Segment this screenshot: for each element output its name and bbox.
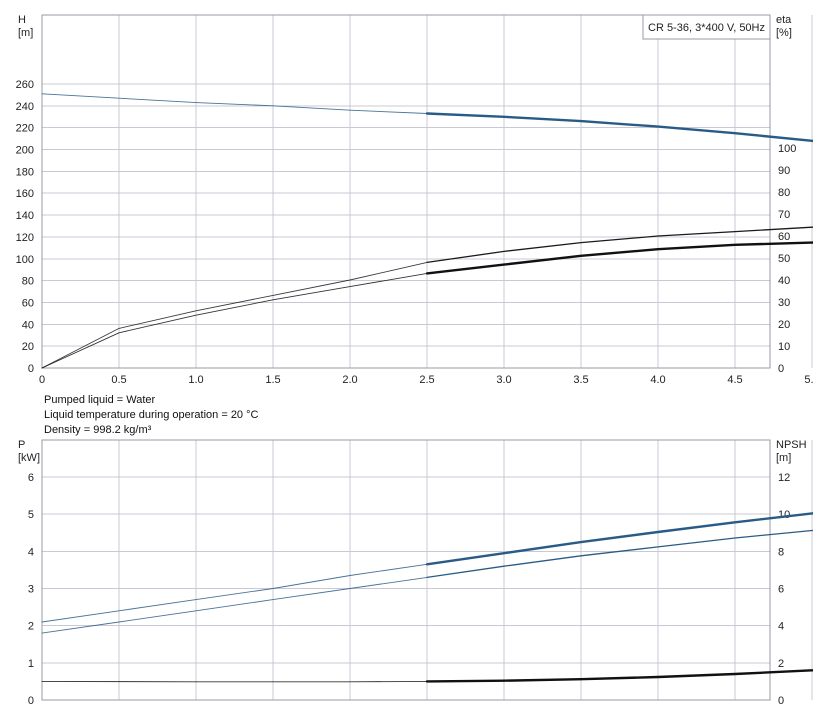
top-left-tick-label: 160 xyxy=(16,188,34,200)
top-left-tick-label: 20 xyxy=(22,341,34,353)
bottom-right-tick-label: 6 xyxy=(778,584,784,596)
top-x-tick-label: 3.0 xyxy=(496,374,511,386)
bottom-right-tick-label: 0 xyxy=(778,695,784,707)
top-left-tick-label: 100 xyxy=(16,254,34,266)
top-right-tick-label: 10 xyxy=(778,341,790,353)
bottom-series-2-line xyxy=(425,669,813,683)
top-x-tick-label: 0 xyxy=(39,374,45,386)
bottom-right-axis-label: NPSH xyxy=(776,439,807,451)
bottom-left-tick-label: 2 xyxy=(28,621,34,633)
top-series-1-line xyxy=(426,226,813,264)
top-right-tick-label: 70 xyxy=(778,209,790,221)
bottom-left-tick-label: 4 xyxy=(28,546,34,558)
top-left-tick-label: 80 xyxy=(22,276,34,288)
top-series-0-extrapolated xyxy=(41,93,428,114)
top-x-tick-label: 5.0 xyxy=(804,374,813,386)
note-liquid-temperature: Liquid temperature during operation = 20… xyxy=(44,409,259,421)
top-right-tick-label: 100 xyxy=(778,143,796,155)
bottom-series-1-line xyxy=(426,529,813,579)
bottom-left-tick-label: 6 xyxy=(28,472,34,484)
top-right-tick-label: 40 xyxy=(778,275,790,287)
bottom-left-tick-label: 0 xyxy=(28,695,34,707)
bottom-right-tick-label: 12 xyxy=(778,472,790,484)
head-efficiency-panel: 0204060801001201401601802002202402600102… xyxy=(16,14,813,386)
bottom-right-tick-label: 4 xyxy=(778,621,784,633)
top-x-tick-label: 2.5 xyxy=(419,374,434,386)
bottom-left-axis-label: P xyxy=(18,439,25,451)
top-series-2-extrapolated xyxy=(41,272,428,369)
top-right-tick-label: 50 xyxy=(778,253,790,265)
top-left-tick-label: 180 xyxy=(16,166,34,178)
bottom-series-0-line xyxy=(425,512,813,566)
top-left-tick-label: 60 xyxy=(22,297,34,309)
note-pumped-liquid: Pumped liquid = Water xyxy=(44,394,156,406)
top-left-axis-unit: [m] xyxy=(18,27,33,39)
top-x-tick-label: 2.0 xyxy=(342,374,357,386)
top-left-tick-label: 120 xyxy=(16,232,34,244)
top-left-tick-label: 200 xyxy=(16,145,34,157)
note-density: Density = 998.2 kg/m³ xyxy=(44,424,152,436)
top-x-tick-label: 4.0 xyxy=(650,374,665,386)
bottom-series-1-extrapolated xyxy=(41,576,428,634)
top-right-tick-label: 0 xyxy=(778,363,784,375)
bottom-right-tick-label: 2 xyxy=(778,658,784,670)
bottom-plot-frame xyxy=(41,439,771,701)
top-series-0-line xyxy=(425,112,813,143)
top-right-axis-unit: [%] xyxy=(776,27,792,39)
top-right-tick-label: 90 xyxy=(778,165,790,177)
top-left-tick-label: 140 xyxy=(16,210,34,222)
chart-title-box xyxy=(642,14,771,40)
top-left-tick-label: 240 xyxy=(16,101,34,113)
top-right-tick-label: 30 xyxy=(778,297,790,309)
bottom-left-tick-label: 1 xyxy=(28,658,34,670)
top-right-tick-label: 80 xyxy=(778,187,790,199)
top-left-tick-label: 220 xyxy=(16,123,34,135)
top-series-2-line xyxy=(425,241,813,275)
top-x-tick-label: 3.5 xyxy=(573,374,588,386)
top-right-tick-label: 20 xyxy=(778,319,790,331)
top-x-tick-label: 4.5 xyxy=(727,374,742,386)
top-right-tick-label: 60 xyxy=(778,231,790,243)
top-x-tick-label: 0.5 xyxy=(111,374,126,386)
bottom-series-0-extrapolated xyxy=(41,563,428,623)
bottom-left-tick-label: 5 xyxy=(28,509,34,521)
top-left-tick-label: 0 xyxy=(28,363,34,375)
bottom-right-tick-label: 8 xyxy=(778,546,784,558)
top-left-tick-label: 40 xyxy=(22,319,34,331)
top-left-axis-label: H xyxy=(18,14,26,26)
top-left-tick-label: 260 xyxy=(16,79,34,91)
top-x-tick-label: 1.0 xyxy=(188,374,203,386)
top-x-tick-label: 1.5 xyxy=(265,374,280,386)
bottom-left-tick-label: 3 xyxy=(28,584,34,596)
bottom-right-axis-unit: [m] xyxy=(776,452,791,464)
top-plot-frame xyxy=(41,14,771,369)
top-series-1-extrapolated xyxy=(41,261,428,369)
bottom-left-axis-unit: [kW] xyxy=(18,452,40,464)
chart-title: CR 5-36, 3*400 V, 50Hz xyxy=(648,22,765,34)
top-right-axis-label: eta xyxy=(776,14,792,26)
